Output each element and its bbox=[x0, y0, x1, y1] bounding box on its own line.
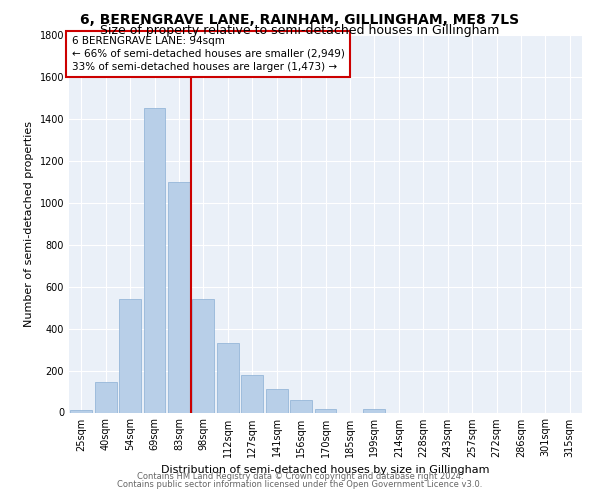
Text: Contains public sector information licensed under the Open Government Licence v3: Contains public sector information licen… bbox=[118, 480, 482, 489]
Text: Contains HM Land Registry data © Crown copyright and database right 2024.: Contains HM Land Registry data © Crown c… bbox=[137, 472, 463, 481]
Bar bbox=[193, 299, 214, 412]
Bar bbox=[364, 410, 385, 412]
Y-axis label: Number of semi-detached properties: Number of semi-detached properties bbox=[24, 120, 34, 327]
Text: 6 BERENGRAVE LANE: 94sqm
← 66% of semi-detached houses are smaller (2,949)
33% o: 6 BERENGRAVE LANE: 94sqm ← 66% of semi-d… bbox=[71, 36, 344, 72]
Bar bbox=[70, 410, 92, 412]
Bar bbox=[143, 108, 166, 412]
Bar bbox=[119, 299, 141, 412]
Text: Size of property relative to semi-detached houses in Gillingham: Size of property relative to semi-detach… bbox=[100, 24, 500, 37]
Bar bbox=[241, 375, 263, 412]
Bar bbox=[266, 390, 287, 412]
Bar bbox=[168, 182, 190, 412]
Text: 6, BERENGRAVE LANE, RAINHAM, GILLINGHAM, ME8 7LS: 6, BERENGRAVE LANE, RAINHAM, GILLINGHAM,… bbox=[80, 12, 520, 26]
X-axis label: Distribution of semi-detached houses by size in Gillingham: Distribution of semi-detached houses by … bbox=[161, 465, 490, 475]
Bar bbox=[95, 382, 116, 412]
Bar bbox=[290, 400, 312, 412]
Bar bbox=[217, 344, 239, 412]
Bar bbox=[314, 410, 337, 412]
